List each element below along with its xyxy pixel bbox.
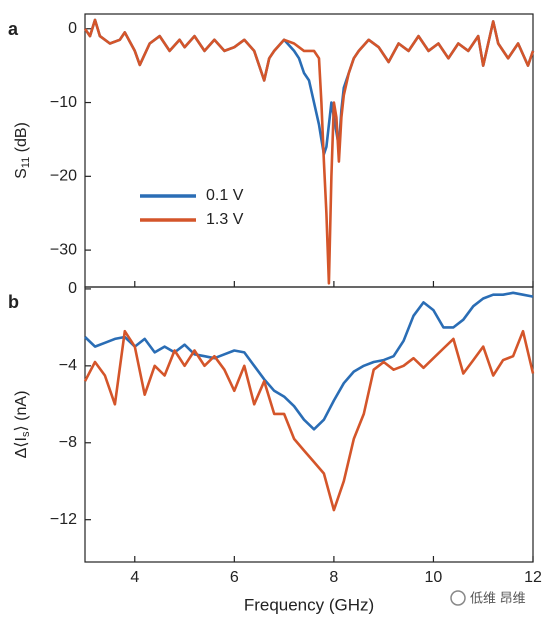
x-tick-label: 6 — [230, 569, 239, 586]
y-tick-label: 0 — [68, 280, 77, 297]
x-axis-label: Frequency (GHz) — [244, 595, 374, 614]
y-tick-label: 0 — [68, 20, 77, 37]
y-axis-label-part: (dB) — [13, 122, 30, 157]
y-tick-label: −10 — [50, 94, 77, 111]
watermark: 低维 昂维 — [470, 590, 526, 605]
y-tick-label: −8 — [59, 434, 77, 451]
legend-label: 1.3 V — [206, 211, 244, 228]
plot-frame — [84, 286, 534, 563]
data-line — [83, 329, 535, 512]
y-tick-label: −12 — [50, 511, 77, 528]
y-axis-label-part: Δ⟨I — [13, 437, 30, 458]
x-tick-label: 4 — [130, 569, 139, 586]
y-axis-label-part: 11 — [20, 157, 32, 168]
watermark-icon — [450, 590, 466, 606]
y-tick-label: −4 — [59, 357, 77, 374]
data-line — [83, 18, 535, 285]
y-axis-label-part: ⟩ (nA) — [13, 391, 30, 432]
y-axis-label-part: S — [13, 168, 30, 179]
x-tick-label: 8 — [329, 569, 338, 586]
x-tick-label: 10 — [425, 569, 443, 586]
panel-label: a — [8, 19, 19, 39]
y-axis-label: Δ⟨Is⟩ (nA) — [13, 391, 32, 459]
y-tick-label: −20 — [50, 168, 77, 185]
panel-label: b — [8, 292, 19, 312]
legend-label: 0.1 V — [206, 187, 244, 204]
data-line — [84, 291, 534, 431]
y-axis-label-part: s — [20, 431, 32, 437]
y-tick-label: −30 — [50, 241, 77, 258]
x-tick-label: 12 — [524, 569, 542, 586]
y-axis-label: S11 (dB) — [13, 122, 32, 179]
plot-frame — [84, 13, 534, 288]
